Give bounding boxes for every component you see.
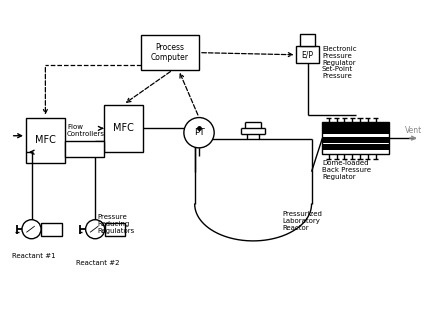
Text: Reactant #2: Reactant #2 [76, 259, 119, 265]
Text: E/P: E/P [302, 50, 314, 59]
Bar [104, 105, 143, 152]
Text: MFC: MFC [35, 135, 56, 145]
Circle shape [86, 220, 105, 239]
Text: Process
Computer: Process Computer [151, 43, 189, 62]
Bar [323, 144, 389, 150]
Bar [26, 118, 65, 163]
Text: MFC: MFC [113, 123, 134, 133]
Text: Flow
Controllers: Flow Controllers [67, 125, 105, 137]
Text: Dome-loaded
Back Pressure
Regulator: Dome-loaded Back Pressure Regulator [323, 159, 371, 180]
Bar [41, 223, 62, 236]
Text: Reactant #1: Reactant #1 [12, 253, 55, 259]
Text: Set-Point
Pressure: Set-Point Pressure [322, 66, 353, 79]
Bar [296, 46, 319, 64]
Text: Electronic
Pressure
Regulator: Electronic Pressure Regulator [322, 46, 357, 66]
Text: Pressure
Reducing
Regulators: Pressure Reducing Regulators [97, 214, 135, 234]
Text: PT: PT [194, 128, 205, 137]
Circle shape [22, 220, 41, 239]
Circle shape [184, 118, 214, 148]
Bar [105, 223, 125, 236]
Bar [65, 141, 104, 156]
Bar [300, 34, 316, 46]
Bar [323, 122, 389, 154]
Text: Pressurized
Laboratory
Reactor: Pressurized Laboratory Reactor [282, 211, 322, 230]
Bar [323, 128, 389, 134]
Bar [141, 35, 199, 70]
Bar [323, 123, 389, 128]
Text: Vent: Vent [405, 126, 422, 135]
Bar [323, 137, 389, 143]
